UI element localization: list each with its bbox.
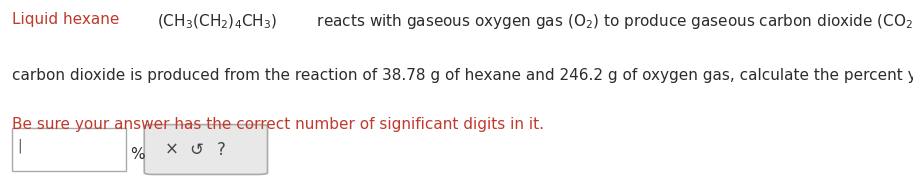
FancyBboxPatch shape: [12, 128, 126, 171]
Text: ×: ×: [164, 140, 179, 159]
FancyBboxPatch shape: [144, 125, 268, 174]
Text: Liquid hexane: Liquid hexane: [12, 12, 124, 27]
Text: carbon dioxide is produced from the reaction of 38.78 g of hexane and 246.2 g of: carbon dioxide is produced from the reac…: [12, 68, 913, 83]
Text: reacts with gaseous oxygen gas $\left(\mathrm{O_2}\right)$ to produce gaseous ca: reacts with gaseous oxygen gas $\left(\m…: [312, 12, 913, 32]
Text: Be sure your answer has the correct number of significant digits in it.: Be sure your answer has the correct numb…: [12, 117, 544, 132]
Text: |: |: [17, 139, 22, 153]
Text: ↺: ↺: [189, 140, 204, 159]
Text: ?: ?: [216, 140, 226, 159]
Text: %: %: [131, 147, 145, 162]
Text: $\left(\mathrm{CH_3(CH_2)_4CH_3}\right)$: $\left(\mathrm{CH_3(CH_2)_4CH_3}\right)$: [157, 12, 277, 31]
